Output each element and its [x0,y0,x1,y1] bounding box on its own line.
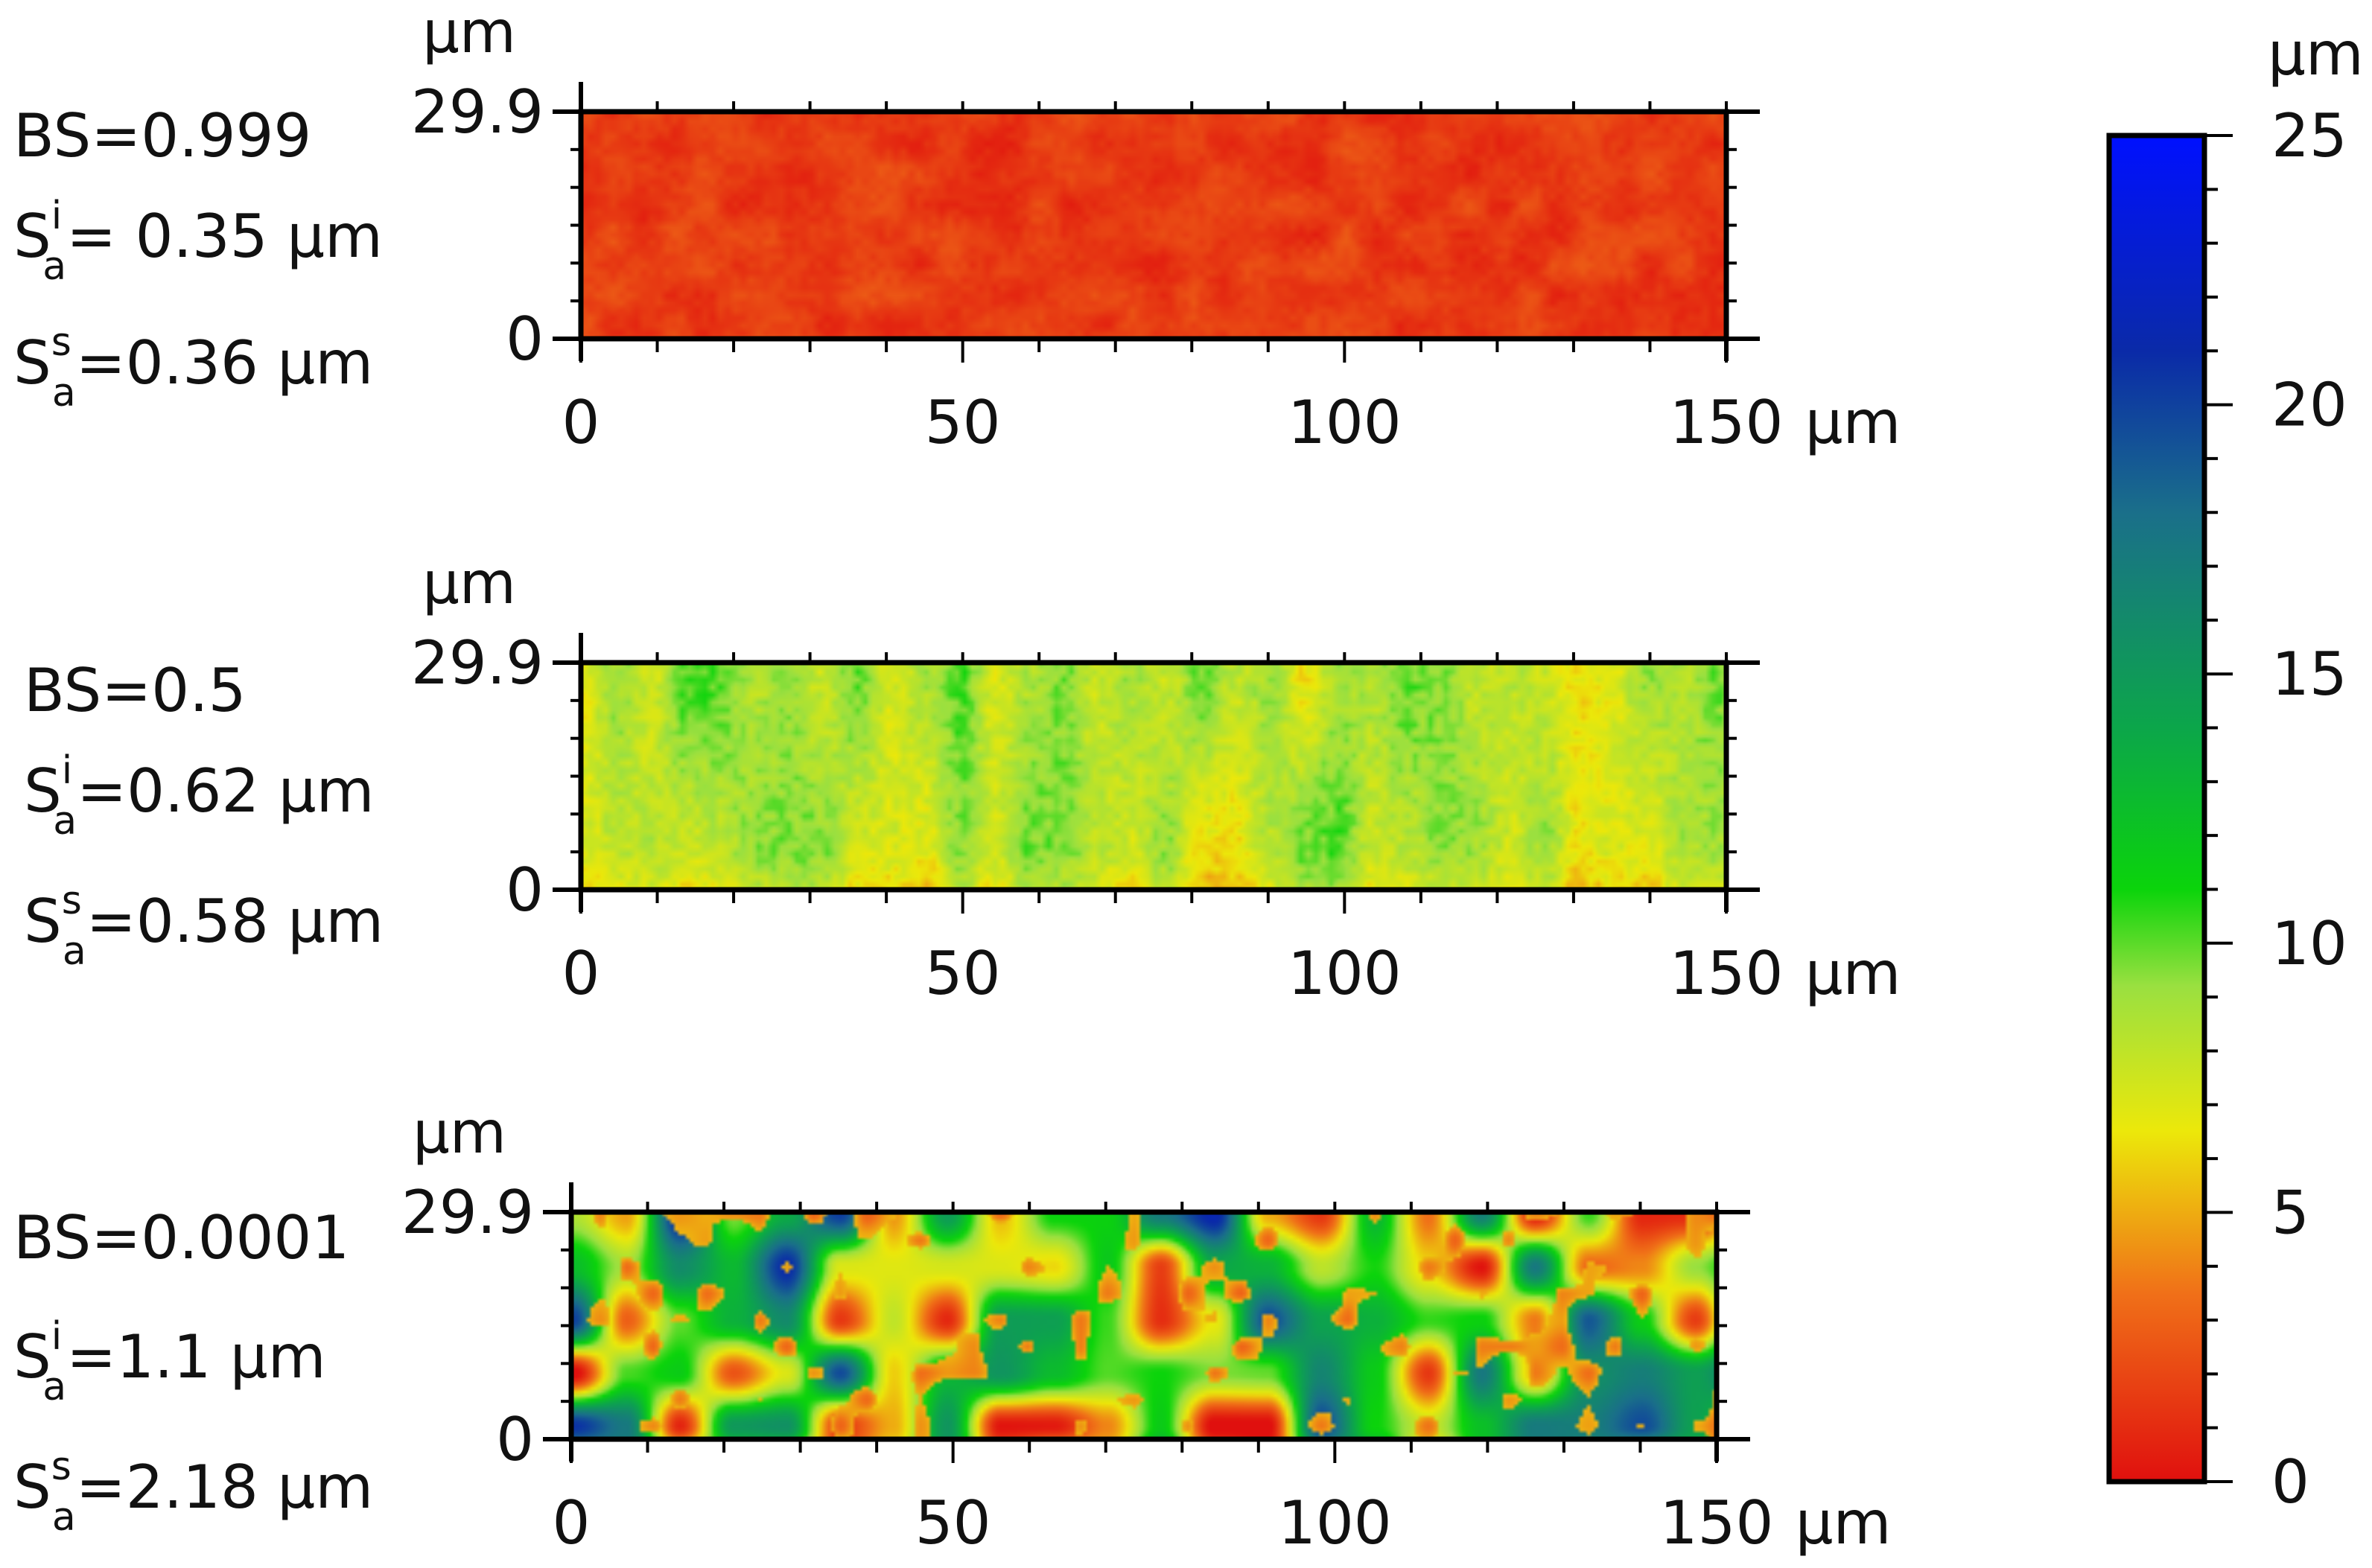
colorbar: 0 5 10 15 20 25 µm [2106,19,2364,1517]
x-tick-label: 50 [925,388,1001,457]
heatmap-panel-3: 0 50 100 150 µm 29.9 0 µm BS=0.0001 Si a=1.1 µm Ss a… [13,1100,1891,1558]
x-axis-unit: µm [1805,939,1901,1008]
x-tick-label: 150 [1670,939,1784,1008]
colorbar-tick-label: 25 [2271,101,2347,170]
heatmap-panel-1: 0 50 100 150 µm 29.9 0 µm BS=0.999 Si a= 0.35 µm Ss… [13,0,1901,457]
x-tick-label: 150 [1670,388,1784,457]
heatmap-panels: 0 50 100 150 µm 29.9 0 µm BS=0.999 Si a= 0.35 µm Ss… [13,0,1901,1558]
x-tick-label: 100 [1288,939,1402,1008]
height-map-image [581,663,1726,890]
colorbar-gradient [2109,136,2204,1482]
panel-annotation: Si a=0.62 µm [24,748,375,844]
panel-annotation: Si a=1.1 µm [13,1314,326,1409]
x-axis-unit: µm [1796,1488,1892,1558]
height-map-image [581,112,1726,339]
y-axis-unit: µm [422,550,516,617]
x-tick-label: 50 [925,939,1001,1008]
colorbar-tick-label: 15 [2271,640,2347,709]
x-axis-unit: µm [1805,388,1901,457]
panel-annotation: Ss a=0.36 µm [13,320,373,415]
y-tick-label-top: 29.9 [401,1178,534,1247]
panel-annotation: BS=0.999 [13,101,311,170]
colorbar-frame [2106,133,2207,1485]
y-tick-label-bottom: 0 [496,1405,534,1474]
colorbar-tick-label: 0 [2271,1447,2309,1517]
x-tick-label: 0 [562,388,600,457]
height-map-image [571,1212,1717,1439]
panel-annotation: Si a= 0.35 µm [13,194,383,289]
colorbar-unit: µm [2268,19,2364,89]
y-tick-label-top: 29.9 [411,77,544,147]
colorbar-tick-label: 10 [2271,909,2347,978]
x-tick-label: 0 [553,1488,591,1558]
x-tick-label: 150 [1660,1488,1774,1558]
colorbar-tick-label: 20 [2271,371,2347,440]
panel-annotation: Ss a=0.58 µm [24,879,384,974]
panel-annotation: BS=0.0001 [13,1203,349,1272]
panel-annotation: Ss a=2.18 µm [13,1444,373,1540]
heatmap-panel-2: 0 50 100 150 µm 29.9 0 µm BS=0.5 Si a=0.62 µm Ss a=0… [24,550,1901,1008]
x-tick-label: 100 [1278,1488,1392,1558]
x-tick-label: 0 [562,939,600,1008]
y-tick-label-bottom: 0 [506,305,544,374]
x-tick-label: 50 [915,1488,991,1558]
y-tick-label-top: 29.9 [411,628,544,698]
x-tick-label: 100 [1288,388,1402,457]
y-tick-label-bottom: 0 [506,855,544,925]
y-axis-unit: µm [413,1100,506,1167]
colorbar-tick-label: 5 [2271,1178,2309,1247]
y-axis-unit: µm [422,0,516,66]
panel-annotation: BS=0.5 [24,656,247,725]
